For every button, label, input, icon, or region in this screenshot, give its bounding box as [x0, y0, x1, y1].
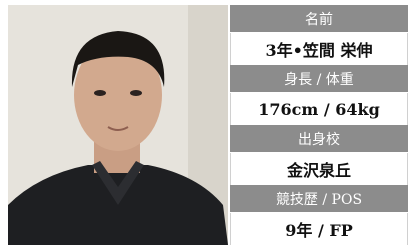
field-label: 名前	[230, 5, 408, 33]
field-label: 身長 / 体重	[230, 65, 408, 93]
eye	[130, 90, 142, 96]
field-value: 3年•笠間 栄伸	[230, 33, 408, 65]
field-label: 出身校	[230, 125, 408, 153]
field-value: 176cm / 64kg	[230, 93, 408, 125]
eye	[94, 90, 106, 96]
field-value: 金沢泉丘	[230, 153, 408, 185]
page: {"profile": {"rows": [ {"label": "名前", "…	[0, 0, 412, 250]
field-label: 競技歴 / POS	[230, 185, 408, 213]
field-value: 9年 / FP	[230, 213, 408, 245]
player-photo	[8, 5, 228, 245]
